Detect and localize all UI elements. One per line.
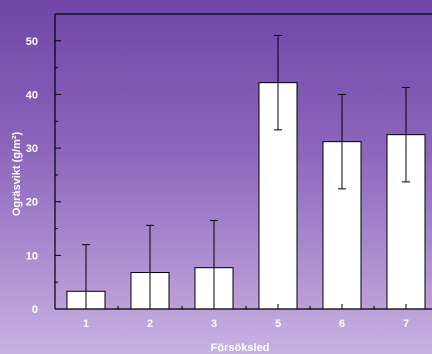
axes-group (54, 13, 432, 310)
y-tick-label: 20 (26, 197, 38, 209)
y-axis-label: Ogräsvikt (g/m²) (11, 131, 23, 216)
x-tick-label: 6 (339, 318, 345, 330)
ticks-group: 0 10 20 30 40 50 1 2 3 5 6 7 (26, 36, 409, 330)
y-tick-label: 40 (26, 89, 38, 101)
x-tick-label: 5 (275, 318, 281, 330)
y-tick-label: 0 (32, 304, 38, 316)
y-tick-label: 50 (26, 36, 38, 48)
y-tick-label: 10 (26, 250, 38, 262)
bars-group (66, 82, 426, 310)
x-axis-label: Försöksled (211, 342, 270, 354)
x-tick-label: 3 (211, 318, 217, 330)
y-tick-label: 30 (26, 143, 38, 155)
x-tick-label: 7 (403, 318, 409, 330)
x-tick-label: 2 (147, 318, 153, 330)
x-tick-label: 1 (83, 318, 89, 330)
